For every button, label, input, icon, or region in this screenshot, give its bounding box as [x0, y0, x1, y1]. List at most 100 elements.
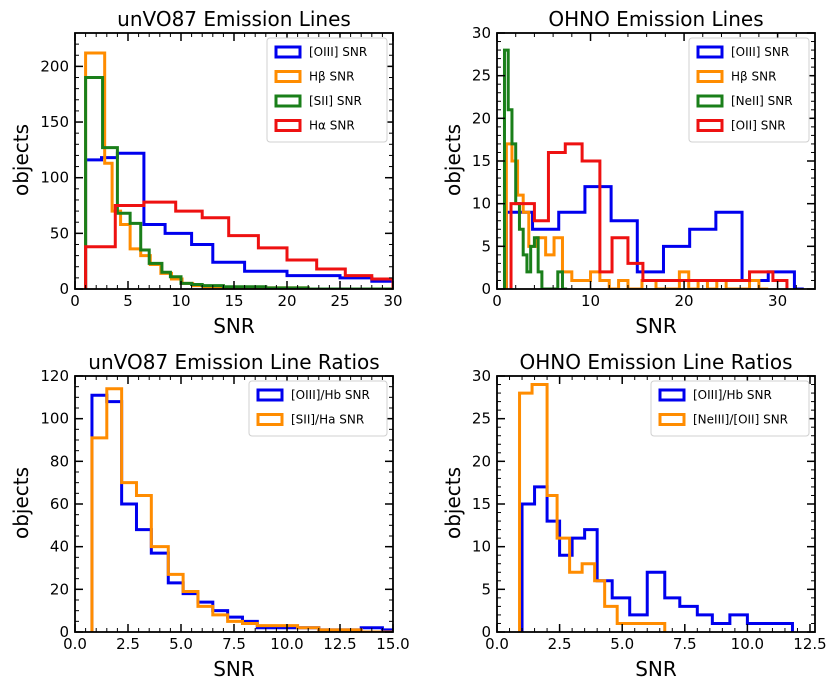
x-tick-label: 20 — [277, 292, 296, 310]
y-tick-label: 20 — [50, 580, 69, 598]
x-tick-label: 10 — [581, 292, 600, 310]
series-1-histogram — [504, 142, 769, 289]
x-tick-label: 0 — [70, 292, 80, 310]
panel-title: unVO87 Emission Lines — [117, 7, 351, 31]
x-tick-label: 2.5 — [116, 635, 140, 653]
x-tick-label: 20 — [675, 292, 694, 310]
panel-unvo87-emission-lines: unVO87 Emission Lines SNR objects 0 5 10 15… — [9, 7, 403, 338]
x-tick-label: 10.0 — [731, 635, 764, 653]
y-tick-label: 120 — [40, 367, 69, 385]
x-tick-label: 15.0 — [376, 635, 409, 653]
y-tick-label: 5 — [481, 237, 491, 255]
x-tick-label: 30 — [768, 292, 787, 310]
x-tick-label: 0 — [492, 292, 502, 310]
legend-box — [688, 37, 810, 143]
panel-title: unVO87 Emission Line Ratios — [88, 350, 379, 374]
legend-label: [OIII] SNR — [309, 45, 367, 59]
series-0-histogram — [84, 151, 393, 289]
y-tick-label: 30 — [472, 367, 491, 385]
panel-ohno-emission-lines: OHNO Emission Lines SNR objects 0 10 20 30 0… — [441, 7, 816, 338]
y-tick-label: 40 — [50, 538, 69, 556]
x-tick-label: 15 — [224, 292, 243, 310]
x-tick-label: 5.0 — [610, 635, 634, 653]
panel-ohno-emission-line-ratios: OHNO Emission Line Ratios SNR objects 0.… — [441, 350, 827, 681]
legend-swatch — [696, 45, 724, 59]
y-tick-label: 100 — [40, 169, 69, 187]
y-tick-label: 30 — [472, 24, 491, 42]
y-tick-label: 0 — [481, 280, 491, 298]
y-tick-label: 80 — [50, 452, 69, 470]
panel-title: OHNO Emission Line Ratios — [520, 350, 793, 374]
y-tick-label: 0 — [59, 280, 69, 298]
legend-swatch — [274, 45, 302, 59]
x-tick-label: 12.5 — [323, 635, 356, 653]
panel-title: OHNO Emission Lines — [548, 7, 763, 31]
legend-label: [NeIII]/[OII] SNR — [693, 413, 788, 427]
y-tick-label: 20 — [472, 109, 491, 127]
series-3-histogram — [509, 142, 789, 289]
y-axis-label: objects — [9, 124, 33, 196]
x-tick-label: 10 — [171, 292, 190, 310]
y-tick-label: 200 — [40, 57, 69, 75]
legend-box — [650, 380, 810, 437]
x-tick-label: 7.5 — [222, 635, 246, 653]
y-tick-label: 10 — [472, 195, 491, 213]
series-0-histogram — [504, 185, 804, 289]
legend-label: [SII] SNR — [309, 94, 362, 108]
x-tick-label: 2.5 — [548, 635, 572, 653]
plot-frame — [496, 375, 816, 633]
y-tick-label: 60 — [50, 495, 69, 513]
panel-unvo87-emission-line-ratios: unVO87 Emission Line Ratios SNR objects … — [9, 350, 410, 681]
x-tick-label: 5.0 — [169, 635, 193, 653]
legend-swatch — [274, 119, 302, 132]
y-tick-label: 15 — [472, 495, 491, 513]
plot-frame — [74, 375, 394, 633]
y-tick-label: 5 — [481, 580, 491, 598]
legend-label: Hβ SNR — [731, 70, 776, 84]
x-tick-label: 30 — [383, 292, 402, 310]
legend-swatch — [256, 388, 284, 402]
legend-box — [266, 37, 388, 143]
y-tick-label: 0 — [59, 623, 69, 641]
legend-swatch — [696, 119, 724, 132]
x-tick-label: 25 — [330, 292, 349, 310]
x-tick-label: 12.5 — [793, 635, 826, 653]
plot-frame — [74, 32, 394, 290]
legend-label: [SII]/Ha SNR — [291, 413, 364, 427]
y-tick-label: 10 — [472, 538, 491, 556]
legend-swatch — [658, 413, 686, 426]
x-tick-label: 5 — [123, 292, 133, 310]
series-3-histogram — [84, 200, 393, 289]
legend-swatch — [658, 388, 686, 402]
y-axis-label: objects — [441, 124, 465, 196]
legend-label: [OIII] SNR — [731, 45, 789, 59]
legend-swatch — [274, 70, 302, 83]
x-axis-label: SNR — [635, 314, 677, 338]
y-tick-label: 100 — [40, 410, 69, 428]
y-tick-label: 25 — [472, 67, 491, 85]
legend-label: [OIII]/Hb SNR — [693, 388, 772, 402]
x-axis-label: SNR — [213, 657, 255, 681]
y-tick-label: 15 — [472, 152, 491, 170]
y-tick-label: 150 — [40, 113, 69, 131]
series-0-histogram — [520, 485, 794, 632]
series-1-histogram — [518, 383, 667, 632]
plot-frame — [496, 32, 816, 290]
y-axis-label: objects — [9, 467, 33, 539]
x-axis-label: SNR — [635, 657, 677, 681]
y-tick-label: 50 — [50, 224, 69, 242]
legend-swatch — [274, 94, 302, 108]
legend-swatch — [696, 94, 724, 108]
legend-label: [OIII]/Hb SNR — [291, 388, 370, 402]
legend-swatch — [696, 70, 724, 83]
x-tick-label: 0.0 — [485, 635, 509, 653]
y-tick-label: 0 — [481, 623, 491, 641]
x-tick-label: 10.0 — [270, 635, 303, 653]
y-tick-label: 25 — [472, 410, 491, 428]
legend-label: [OII] SNR — [731, 119, 786, 133]
series-2-histogram — [502, 48, 568, 289]
legend-label: Hβ SNR — [309, 70, 354, 84]
legend-label: Hα SNR — [309, 119, 355, 133]
y-tick-label: 20 — [472, 452, 491, 470]
